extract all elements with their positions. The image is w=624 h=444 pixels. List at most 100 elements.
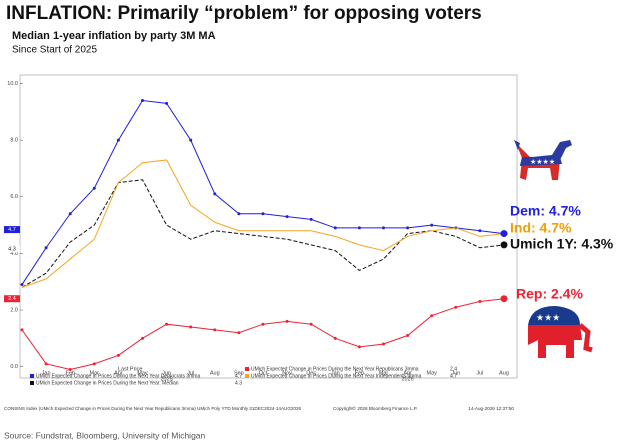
footer: Copyright© 2026 Bloomberg Finance L.P. [333,405,418,411]
legend-label: UMich Expected Change in Prices During t… [36,373,200,379]
x-tick-label: Mar [379,370,389,376]
data-point [478,300,482,304]
data-point [20,328,24,332]
end-dot [500,295,508,303]
elephant-icon: ★★★ [528,306,593,358]
data-point [44,246,48,250]
annotation: Umich 1Y: 4.3% [510,236,614,252]
data-point [213,192,217,196]
data-point [68,212,72,216]
x-tick-label: Aug [210,370,220,376]
donkey-icon: ★★★★ [514,140,572,180]
data-point [92,362,96,366]
data-point [141,98,144,102]
y-tick-label: 8.0 [10,138,18,144]
data-point [309,217,313,221]
data-point [237,331,241,335]
x-tick-label: May [427,370,438,376]
legend-swatch [245,374,249,378]
data-point [285,319,289,323]
data-point [189,325,193,329]
legend-swatch [30,374,34,378]
data-point [116,353,120,357]
y-tick-label: 10.0 [7,81,18,87]
data-point [309,322,313,326]
legend-value: 2.4 [450,366,457,372]
last-value-label: 4.3 [8,246,16,252]
legend-title: Last Price [118,366,142,372]
annotation: Ind: 4.7% [510,220,572,236]
data-point [141,336,144,340]
annotation: Dem: 4.7% [510,203,581,219]
x-tick-label: Jun [451,370,460,376]
last-value-box [4,226,20,234]
subtitle: Median 1-year inflation by party 3M MA [12,30,216,42]
legend-label: UMich Expected Change in Prices During t… [36,380,179,386]
x-tick-label: Feb [65,370,74,376]
data-point [454,305,458,309]
x-tick-label: Mar [90,370,100,376]
subtitle: Since Start of 2025 [12,45,97,56]
y-tick-label: 6.0 [10,194,18,200]
star: ★★★ [536,312,560,322]
series-line [21,179,505,288]
x-tick-label: Jul [476,370,483,376]
data-point [333,226,337,230]
data-point [189,138,193,142]
x-year-label: 2025 [160,376,172,382]
last-value-label: 2.4 [8,296,16,302]
data-point [92,186,96,190]
last-value-box [4,245,20,253]
x-tick-label: Jun [162,370,171,376]
data-point [382,342,385,346]
chart-title: INFLATION: Primarily “problem” for oppos… [6,3,482,24]
data-point [382,226,385,230]
footer: CONSINS Index (UMich Expected Change in … [4,406,302,411]
legend-swatch [245,367,249,371]
data-point [44,362,48,366]
data-point [165,322,169,326]
legend-label: UMich Expected Change in Prices During t… [251,366,419,372]
data-point [116,138,120,142]
y-tick-label: 0.0 [10,364,18,370]
legend-label: UMich Expected Change in Prices During t… [251,373,422,379]
data-point [68,368,72,372]
x-tick-label: Apr [403,370,412,376]
x-tick-label: Jan [42,370,51,376]
footer: 14-Aug-2026 12:37:50 [468,406,514,411]
annotation: Rep: 2.4% [516,286,583,302]
legend-value: 4.3 [235,380,242,386]
x-tick-label: Feb [355,370,364,376]
x-tick-label: May [137,370,148,376]
x-tick-label: Aug [499,370,509,376]
last-value-box [4,295,20,303]
source: Source: Fundstrat, Bloomberg, University… [4,430,206,440]
x-tick-label: Nov [282,370,292,376]
legend-swatch [30,381,34,385]
x-tick-label: Jul [187,370,194,376]
y-tick-label: 4.0 [10,251,18,257]
data-point [285,215,289,219]
x-tick-label: Sep [234,370,244,376]
legend-value: 4.7 [235,373,242,379]
series-line [21,298,505,371]
data-point [430,314,434,318]
x-tick-label: Oct [259,370,268,376]
data-point [333,336,337,340]
end-dot [500,241,508,249]
x-year-label: 2026 [401,376,413,382]
x-tick-label: Apr [114,370,123,376]
end-dot [500,230,508,238]
last-value-label: 4.7 [8,227,16,233]
y-tick-label: 2.0 [10,307,18,313]
series-line [21,99,505,285]
data-point [261,322,265,326]
data-point [213,328,217,332]
data-point [430,223,434,227]
legend-value: 4.7 [450,373,457,379]
data-point [406,334,410,338]
data-point [357,345,361,349]
data-point [165,101,169,105]
x-tick-label: Dec [306,370,316,376]
